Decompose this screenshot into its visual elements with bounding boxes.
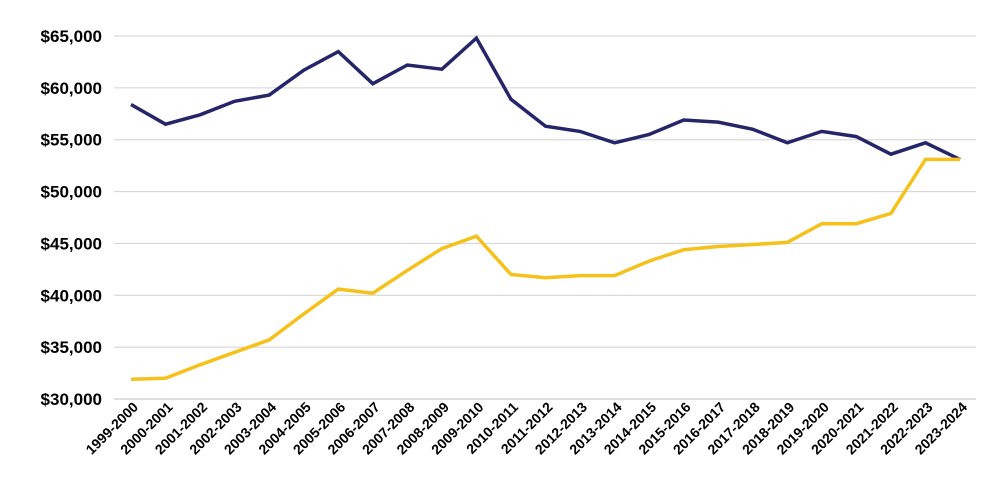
y-tick-label: $30,000 — [41, 390, 102, 409]
y-axis-ticks: $30,000 $35,000 $40,000 $45,000 $50,000 $55,0… — [41, 27, 102, 409]
y-tick-label: $65,000 — [41, 27, 102, 46]
series-line-gold — [130, 157, 960, 382]
y-tick-label: $50,000 — [41, 183, 102, 202]
y-tick-label: $40,000 — [41, 286, 102, 305]
y-tick-label: $45,000 — [41, 234, 102, 253]
y-tick-label: $55,000 — [41, 131, 102, 150]
y-tick-label: $60,000 — [41, 79, 102, 98]
gridlines — [114, 35, 976, 400]
series-line-navy — [130, 35, 961, 161]
x-axis-ticks: 1999-20002000-20012001-20022002-20032003… — [82, 399, 970, 458]
series-lines — [130, 35, 961, 382]
y-tick-label: $35,000 — [41, 338, 102, 357]
